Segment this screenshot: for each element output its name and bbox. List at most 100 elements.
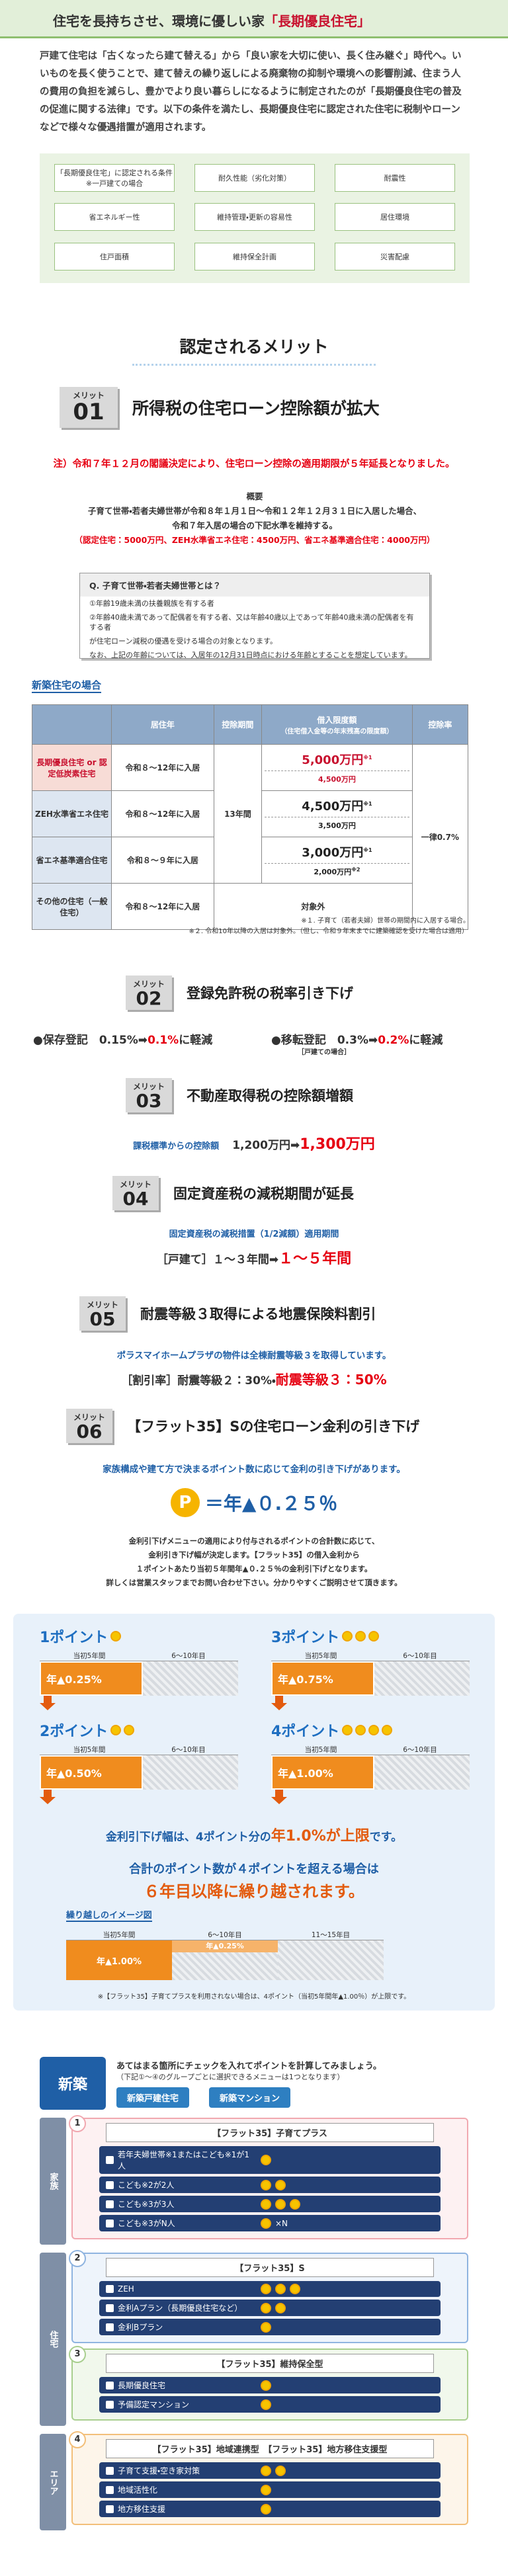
carry-title: 繰り越しのイメージ図 <box>66 1908 152 1922</box>
menu-item[interactable]: 地域活性化 <box>99 2481 441 2498</box>
merit-number: 03 <box>136 1090 162 1112</box>
point-dot <box>261 2399 271 2410</box>
menu-item[interactable]: 地方移住支援 <box>99 2501 441 2517</box>
checkbox[interactable] <box>106 2304 114 2312</box>
point-cols: 当初5年間 6～10年目 <box>271 1745 470 1755</box>
type: 長期優良住宅 or 認定低炭素住宅 <box>32 744 112 791</box>
limit2: 2,000万円 <box>314 868 352 876</box>
type: 省エネ基準適合住宅 <box>32 837 112 884</box>
group-title: 【フラット35】S <box>106 2258 434 2277</box>
menu-item[interactable]: こども※3が3人 <box>99 2196 441 2212</box>
point-cols: 当初5年間 6～10年目 <box>40 1745 238 1755</box>
th: 居住年 <box>111 704 214 745</box>
merit-badge: メリット 01 <box>60 387 118 428</box>
merit-title: 固定資産税の減税期間が延長 <box>173 1186 354 1202</box>
item-label: 金利Aプラン（長期優良住宅など） <box>118 2304 243 2313</box>
checkbox[interactable] <box>106 2381 114 2389</box>
group: 1 【フラット35】子育てプラス 若年夫婦世帯※1またはこども※1が1人 こども※2が… <box>69 2115 468 2239</box>
q-line: ①年齢19歳未満の扶養親族を有する者 <box>89 599 214 608</box>
para-line: 詳しくは営業スタッフまでお問い合わせ下さい。分かりやすくご説明させて頂きます。 <box>106 1578 402 1587</box>
item-label: 予備認定マンション <box>118 2400 190 2409</box>
checkbox[interactable] <box>106 2181 114 2189</box>
year: 令和８～９年に入居 <box>111 837 214 884</box>
limit: 3,000万円※1 2,000万円※2 <box>261 837 413 884</box>
from: 1,200万円➡ <box>232 1139 300 1152</box>
header-title-em: 「長期優良住宅」 <box>265 13 370 29</box>
checkbox[interactable] <box>106 2400 114 2409</box>
merit-number: 01 <box>73 399 105 425</box>
footnote: ※１. 子育て（若者夫婦）世帯の期間内に入居する場合。 <box>301 917 470 925</box>
item-label: こども※2が2人 <box>118 2181 175 2190</box>
divider <box>132 364 376 366</box>
condition: 耐久性能（劣化対策） <box>194 164 315 192</box>
mark: ※1 <box>363 801 372 807</box>
checkbox[interactable] <box>106 2285 114 2293</box>
groups: 2 【フラット35】S ZEH 金利Aプラン（長期優良住宅など） 金利Bプラン 3 【フラッ… <box>66 2250 468 2426</box>
point-dot <box>368 1725 380 1735</box>
point-dot <box>261 2321 271 2333</box>
calc-top: 新築 あてはまる箇所にチェックを入れてポイントを計算してみましょう。 （下記①～… <box>40 2057 468 2110</box>
col: 当初5年間 <box>73 1746 106 1754</box>
groups: 4 【フラット35】地域連携型 【フラット35】地方移住支援型 子育て支援・空き家対… <box>66 2431 468 2530</box>
menu-item[interactable]: 長期優良住宅 <box>99 2377 441 2393</box>
calc-section: 家族 1 【フラット35】子育てプラス 若年夫婦世帯※1またはこども※1が1人 こども※… <box>40 2115 468 2245</box>
checkbox[interactable] <box>106 2485 114 2494</box>
para-line: １ポイントあたり当初５年間年▲０.２５％の金利引下げとなります。 <box>136 1564 372 1573</box>
point-rest <box>374 1755 470 1790</box>
point-dot <box>275 2302 286 2313</box>
point-dot <box>261 2484 271 2495</box>
option[interactable]: 新築戸建住宅 <box>116 2087 190 2108</box>
point-rest <box>374 1661 470 1696</box>
limit1: 3,000万円 <box>302 846 364 860</box>
menu-item[interactable]: 子育て支援・空き家対策 <box>99 2462 441 2479</box>
point-cell: 3ポイント 当初5年間 6～10年目 年▲0.75% <box>271 1626 470 1738</box>
merit-badge: メリット 03 <box>126 1078 172 1112</box>
th <box>32 704 112 745</box>
option[interactable]: 新築マンション <box>209 2087 291 2108</box>
row: 課税標準からの控除額 1,200万円➡1,300万円 <box>0 1132 508 1153</box>
point-head: 4ポイント <box>271 1720 470 1741</box>
item-label: 若年夫婦世帯※1またはこども※1が1人 <box>118 2150 250 2171</box>
calc-note: （下記①～④のグループごとに選択できるメニューは1つとなります） <box>116 2073 345 2081</box>
year: 令和８～12年に入居 <box>111 790 214 837</box>
carry-cols: 当初5年間 6～10年目 11～15年目 <box>66 1930 384 1940</box>
point-dot <box>275 2179 286 2190</box>
checkbox[interactable] <box>106 2505 114 2513</box>
point-title: 3ポイント <box>271 1630 340 1646</box>
point-dot <box>275 2284 286 2294</box>
point-dot <box>342 1631 353 1641</box>
rate: 一律0.7% <box>411 744 469 930</box>
menu-item[interactable]: 金利Bプラン <box>99 2319 441 2335</box>
point-cell: 4ポイント当初5年間 6～10年目 年▲1.00% <box>271 1720 470 1832</box>
loan-table: 居住年 控除期間 借入限度額 （住宅借入金等の年末残高の限度額） 控除率 長期優良住宅 … <box>32 704 469 930</box>
suffix: ×N <box>275 2218 288 2228</box>
merit-header: メリット 05 耐震等級３取得による地震保険料割引 <box>79 1296 489 1331</box>
menu-item[interactable]: 予備認定マンション <box>99 2396 441 2413</box>
menu-item[interactable]: ZEH <box>99 2281 441 2297</box>
checkbox[interactable] <box>106 2323 114 2331</box>
point-dot <box>110 1725 122 1735</box>
text: ●保存登記 0.15%➡ <box>33 1034 148 1047</box>
text: に軽減 <box>409 1034 443 1047</box>
checkbox[interactable] <box>106 2156 114 2164</box>
checkbox[interactable] <box>106 2200 114 2208</box>
carry-mid: 年▲0.25% <box>172 1940 278 1980</box>
point-title: 4ポイント <box>271 1724 340 1740</box>
year: 令和８～12年に入居 <box>111 744 214 791</box>
menu-item[interactable]: こども※3がN人 ×N <box>99 2215 441 2231</box>
q-line: ②年齢40歳未満であって配偶者を有する者、又は年齢40歳以上であって年齢40歳未… <box>89 613 414 632</box>
merit-label: メリット <box>119 1180 151 1189</box>
point-value: 年▲1.00% <box>271 1755 374 1790</box>
side-label: 住宅 <box>40 2253 66 2426</box>
item: ●保存登記 0.15%➡0.1%に軽減 <box>33 1030 212 1047</box>
item-label: 地域活性化 <box>118 2485 158 2495</box>
menu-item[interactable]: こども※2が2人 <box>99 2177 441 2193</box>
merit-title: 登録免許税の税率引き下げ <box>187 985 353 1001</box>
menu-item[interactable]: 若年夫婦世帯※1またはこども※1が1人 <box>99 2146 441 2174</box>
group-title: 【フラット35】地域連携型 【フラット35】地方移住支援型 <box>106 2439 434 2458</box>
merit-header: メリット 06 【フラット35】Sの住宅ローン金利の引き下げ <box>66 1409 476 1443</box>
menu-item[interactable]: 金利Aプラン（長期優良住宅など） <box>99 2300 441 2316</box>
checkbox[interactable] <box>106 2219 114 2227</box>
checkbox[interactable] <box>106 2466 114 2475</box>
